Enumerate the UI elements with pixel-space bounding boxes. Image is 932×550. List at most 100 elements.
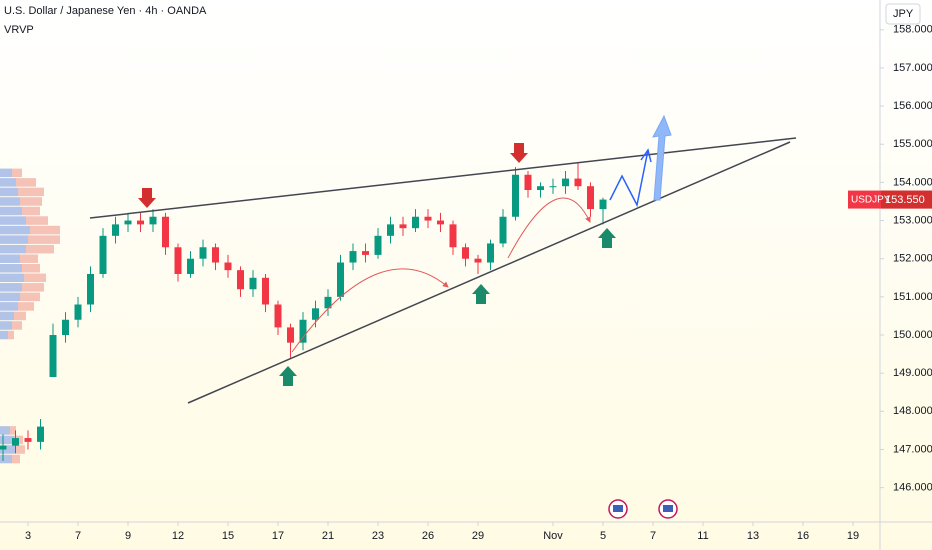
up-marker bbox=[279, 366, 297, 386]
candle-body bbox=[37, 426, 44, 442]
candle-body bbox=[337, 262, 344, 297]
candle-body bbox=[149, 216, 157, 225]
x-tick-label: 15 bbox=[222, 530, 234, 542]
projection-path bbox=[609, 149, 649, 208]
volume-down bbox=[26, 244, 54, 254]
volume-up bbox=[0, 216, 26, 225]
candle-body bbox=[112, 224, 119, 236]
candle-body bbox=[424, 216, 432, 221]
y-tick-label: 149.000 bbox=[893, 367, 932, 379]
currency-box[interactable] bbox=[885, 3, 921, 25]
x-tick-label: 5 bbox=[600, 530, 606, 542]
x-tick-label: 12 bbox=[172, 530, 184, 542]
candle-body bbox=[574, 178, 582, 187]
candle-body bbox=[174, 247, 182, 274]
volume-up bbox=[0, 273, 24, 283]
candle-body bbox=[74, 304, 82, 320]
candle-body bbox=[62, 319, 69, 336]
lower-trendline bbox=[187, 141, 791, 404]
candle-body bbox=[449, 224, 457, 248]
volume-down bbox=[18, 302, 34, 311]
volume-up bbox=[0, 263, 22, 273]
candle-body bbox=[512, 174, 519, 217]
volume-down bbox=[20, 197, 42, 206]
y-tick-label: 147.000 bbox=[893, 443, 932, 455]
candle-body bbox=[324, 296, 332, 309]
x-tick-label: 26 bbox=[422, 530, 434, 542]
volume-up bbox=[0, 225, 30, 235]
candle-body bbox=[299, 319, 307, 343]
volume-down bbox=[22, 206, 40, 216]
volume-up bbox=[0, 426, 10, 435]
up-marker bbox=[598, 228, 616, 248]
x-tick-label: 19 bbox=[847, 530, 859, 542]
y-tick-label: 148.000 bbox=[893, 405, 932, 417]
flag bbox=[663, 505, 673, 512]
x-tick-label: 16 bbox=[797, 530, 809, 542]
x-tick-label: Nov bbox=[543, 530, 563, 542]
candle-body bbox=[562, 178, 569, 187]
indicator-label: VRVP bbox=[4, 24, 34, 36]
candle-body bbox=[312, 308, 319, 320]
curve-arrow bbox=[291, 268, 449, 353]
candle-body bbox=[87, 273, 94, 305]
candle-body bbox=[524, 174, 532, 191]
volume-up bbox=[0, 283, 22, 292]
candle-body bbox=[12, 438, 19, 446]
candle-body bbox=[537, 186, 544, 191]
y-tick-label: 154.000 bbox=[893, 176, 932, 188]
volume-down bbox=[14, 311, 26, 321]
down-marker bbox=[510, 143, 528, 163]
candle-body bbox=[187, 258, 194, 274]
volume-up bbox=[0, 302, 18, 311]
candle-body bbox=[124, 220, 132, 225]
volume-down bbox=[28, 235, 60, 244]
down-marker bbox=[138, 188, 156, 208]
x-tick-label: 7 bbox=[75, 530, 81, 542]
candle-body bbox=[99, 235, 107, 274]
y-tick-label: 150.000 bbox=[893, 329, 932, 341]
x-tick-label: 9 bbox=[125, 530, 131, 542]
volume-down bbox=[12, 321, 22, 330]
volume-up bbox=[0, 235, 28, 244]
volume-down bbox=[15, 445, 25, 454]
volume-up bbox=[0, 454, 12, 464]
candle-body bbox=[0, 445, 7, 450]
volume-down bbox=[20, 254, 38, 263]
candle-body bbox=[374, 235, 382, 255]
y-tick-label: 157.000 bbox=[893, 62, 932, 74]
candle-body bbox=[587, 186, 594, 210]
candle-body bbox=[137, 220, 144, 225]
flag bbox=[613, 505, 623, 512]
y-tick-label: 153.000 bbox=[893, 214, 932, 226]
volume-up bbox=[0, 311, 14, 321]
candle-body bbox=[437, 220, 444, 225]
candle-body bbox=[274, 304, 282, 328]
candle-body bbox=[224, 262, 232, 271]
chart-title: U.S. Dollar / Japanese Yen · 4h · OANDA bbox=[4, 5, 207, 17]
volume-down bbox=[20, 292, 40, 302]
x-tick-label: 23 bbox=[372, 530, 384, 542]
volume-down bbox=[12, 454, 20, 464]
candle-body bbox=[499, 216, 507, 244]
volume-down bbox=[12, 168, 22, 178]
up-marker bbox=[472, 284, 490, 304]
candle-body bbox=[287, 327, 294, 343]
y-tick-label: 146.000 bbox=[893, 482, 932, 494]
volume-profile bbox=[0, 168, 60, 464]
volume-up bbox=[0, 445, 15, 454]
volume-down bbox=[8, 330, 14, 340]
curve-arrow bbox=[507, 197, 591, 259]
drawings bbox=[89, 114, 797, 519]
volume-up bbox=[0, 187, 18, 197]
volume-down bbox=[10, 426, 16, 435]
x-tick-label: 21 bbox=[322, 530, 334, 542]
candle-body bbox=[212, 247, 219, 263]
volume-down bbox=[24, 273, 46, 283]
candle-body bbox=[24, 438, 32, 442]
candle-body bbox=[162, 216, 169, 248]
volume-up bbox=[0, 244, 26, 254]
volume-up bbox=[0, 330, 8, 340]
